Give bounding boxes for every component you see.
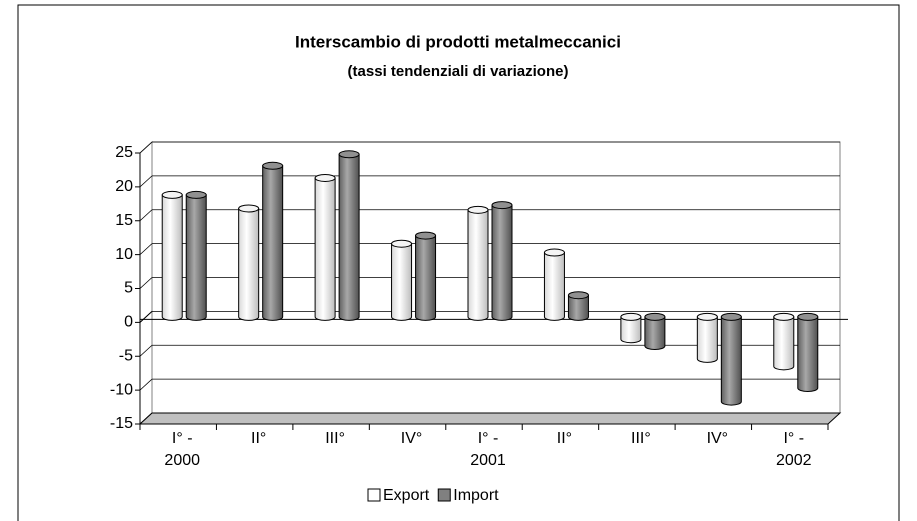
bar	[491, 204, 513, 321]
legend-label: Import	[453, 487, 499, 504]
bar	[338, 153, 360, 321]
bar-cap	[773, 312, 795, 321]
y-tick-label: 0	[124, 314, 133, 331]
bar-cap	[314, 173, 336, 182]
bar-cap	[262, 161, 284, 170]
floor	[138, 412, 842, 425]
bar-cap	[567, 291, 589, 300]
x-tick-label: III°	[325, 430, 345, 447]
bar	[391, 243, 413, 321]
bar	[720, 316, 742, 406]
y-tick-label: -5	[119, 347, 133, 364]
x-tick-label: IV°	[400, 430, 423, 447]
bar-cap	[161, 190, 183, 199]
y-tick-label: 20	[115, 178, 133, 195]
bar-cap	[696, 312, 718, 321]
bar-cap	[185, 190, 207, 199]
y-tick-label: 10	[115, 246, 133, 263]
bar	[644, 316, 666, 351]
bar	[696, 316, 718, 363]
bar-cap	[391, 239, 413, 248]
x-tick-label: IV°	[706, 430, 729, 447]
y-tick-label: -10	[110, 381, 133, 398]
x-tick-label: II°	[556, 430, 573, 447]
bar	[797, 316, 819, 393]
chart-subtitle: (tassi tendenziali di variazione)	[348, 63, 569, 80]
bar	[314, 177, 336, 321]
y-tick-label: 15	[115, 212, 133, 229]
bar	[543, 252, 565, 321]
grid-line-side	[139, 344, 153, 357]
x-tick-label: I° - 2002	[775, 430, 812, 469]
y-tick-label: -15	[110, 415, 133, 432]
bar-cap	[491, 201, 513, 210]
bar-cap	[467, 205, 489, 214]
y-tick-label: 5	[124, 280, 133, 297]
bar-cap	[543, 248, 565, 257]
grid-line-side	[139, 378, 153, 391]
bar	[620, 316, 642, 344]
grid-line-side	[139, 412, 153, 425]
bar	[567, 294, 589, 321]
grid-line-side	[139, 209, 153, 222]
bar	[262, 165, 284, 321]
x-tick-label: III°	[631, 430, 651, 447]
bar	[185, 194, 207, 321]
bar	[415, 235, 437, 321]
bar-cap	[415, 231, 437, 240]
bar	[467, 209, 489, 321]
legend-swatch	[367, 488, 381, 502]
x-tick-label: I° - 2000	[164, 430, 201, 469]
y-tick-label: 25	[115, 144, 133, 161]
bar	[238, 207, 260, 321]
chart-title: Interscambio di prodotti metalmeccanici	[295, 32, 621, 51]
zero-line	[139, 311, 153, 323]
legend-label: Export	[383, 487, 430, 504]
grid-line-side	[139, 175, 153, 188]
bar	[161, 194, 183, 321]
bar-cap	[238, 204, 260, 213]
x-tick-label: II°	[251, 430, 267, 447]
legend-swatch	[437, 488, 451, 502]
grid-line-side	[139, 141, 153, 154]
bar-cap	[338, 150, 360, 159]
bar-cap	[644, 312, 666, 321]
bar-cap	[720, 312, 742, 321]
grid-line-side	[139, 243, 153, 255]
bar	[773, 316, 795, 371]
grid-line-side	[139, 277, 153, 289]
x-tick-label: I° - 2001	[470, 430, 506, 469]
chart-border	[17, 4, 900, 521]
bar-cap	[620, 312, 642, 321]
bar-cap	[797, 312, 819, 321]
